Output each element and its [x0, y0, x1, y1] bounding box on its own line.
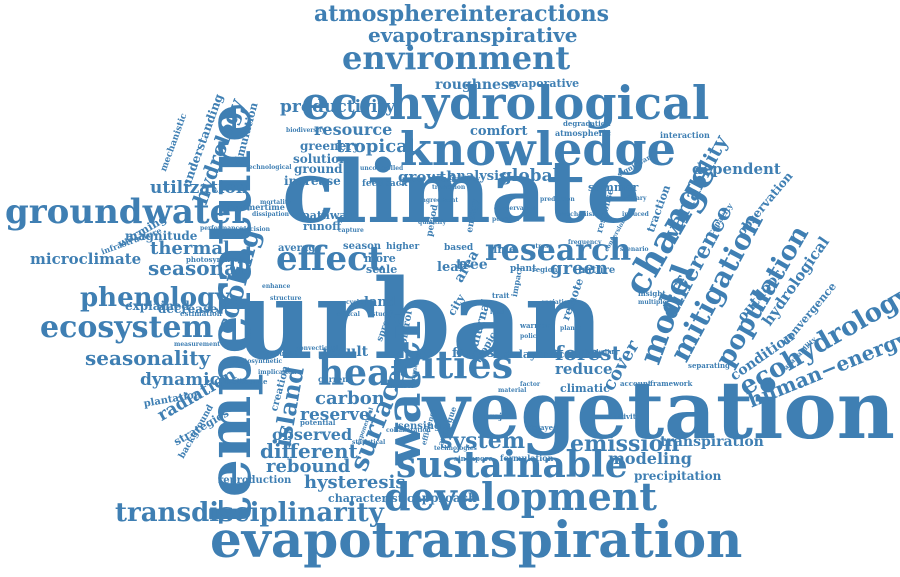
word-land: land: [364, 296, 396, 309]
word-decision: decision: [242, 227, 270, 233]
word-technological: technological: [246, 165, 292, 171]
word-utilization: utilization: [150, 180, 248, 197]
word-performance: performance: [200, 226, 243, 232]
word-region: region: [532, 266, 557, 273]
word-prediction: prediction: [540, 197, 575, 203]
word-atmospheric: atmospheric: [555, 129, 611, 137]
word-seasonality: seasonality: [85, 348, 210, 368]
word-mechanism: mechanism: [560, 212, 598, 218]
word-increase: increase: [284, 175, 341, 187]
word-scale: scale: [366, 264, 397, 275]
word-account: account: [620, 380, 651, 387]
word-observed: observed: [272, 427, 352, 443]
word-average: average: [278, 244, 322, 254]
word-cycle: cycle: [346, 300, 363, 306]
word-conservation: conservation: [494, 206, 537, 212]
word-structure: structure: [270, 296, 301, 302]
word-sensitivity: sensitivity: [600, 413, 640, 420]
word-vulnerability: vulnerability: [430, 175, 480, 182]
word-frequency: frequency: [568, 240, 601, 246]
word-induced: induced: [622, 212, 649, 218]
word-variation: variation: [542, 300, 572, 306]
word-degradation: degradation: [563, 120, 611, 127]
word-separating: separating: [688, 362, 730, 369]
word-enhance: enhance: [262, 284, 290, 290]
word-measurement: measurement: [174, 342, 220, 348]
word-quantify: quantify: [418, 220, 446, 226]
word-drought: drought: [266, 350, 298, 357]
word-stress: stress: [532, 244, 552, 250]
word-higher: higher: [386, 243, 419, 252]
word-service: service: [528, 349, 571, 360]
word-transpiration: transpiration: [660, 435, 764, 449]
word-characteristic: characteristic: [328, 493, 414, 504]
word-number: number: [388, 384, 414, 390]
word-singapore: singapore: [454, 455, 493, 462]
word-lead: lead: [490, 310, 504, 316]
word-greenery: greenery: [300, 140, 360, 152]
word-uncontrolled: uncontrolled: [360, 166, 403, 172]
word-material: material: [498, 388, 526, 394]
word-approach: approach: [414, 492, 477, 504]
word-transition: transition: [432, 185, 465, 191]
word-estimation: estimation: [180, 310, 222, 317]
word-delayed: delayed: [528, 424, 558, 431]
word-atmosphereinteractions: atmosphereinteractions: [314, 3, 609, 25]
word-project: project: [484, 412, 516, 420]
word-technologies: technologies: [434, 446, 477, 452]
word-implication: implication: [258, 370, 296, 376]
word-including: including: [586, 350, 618, 356]
word-precipitation: precipitation: [634, 470, 721, 482]
word-formulation: formulation: [500, 454, 553, 462]
word-scenario: scenario: [620, 247, 649, 253]
word-capture: capture: [338, 228, 364, 234]
word-modeling: modeling: [608, 451, 692, 467]
word-trait: trait: [492, 292, 509, 299]
word-reproduction: reproduction: [218, 476, 291, 486]
word-productivity: productivity: [280, 99, 395, 116]
word-runoff: runoff: [303, 221, 341, 232]
word-nature: nature: [578, 266, 615, 276]
word-multiple: multiple: [638, 300, 666, 306]
word-climatic: climatic: [560, 383, 610, 394]
word-comfort: comfort: [470, 125, 527, 138]
word-dissipation: dissipation: [252, 212, 289, 218]
word-insight: insight: [638, 290, 666, 297]
word-policy: policy: [520, 334, 540, 340]
word-photosynthesis: photosynthesis: [186, 256, 245, 263]
word-time: time: [488, 244, 516, 255]
word-mechanistic: mechanistic: [160, 112, 189, 173]
word-evapotranspirative: evapotranspirative: [368, 25, 577, 45]
word-factor: factor: [520, 382, 540, 388]
word-interaction: interaction: [660, 131, 710, 139]
word-dependent: dependent: [692, 162, 781, 177]
word-hysteresis: hysteresis: [304, 474, 406, 492]
word-feedback: feedback: [362, 180, 407, 189]
word-convectional: convectional: [296, 346, 339, 352]
word-warmer: warmer: [520, 322, 550, 329]
word-potential: potential: [300, 419, 335, 426]
word-photosynthetic: photosynthetic: [232, 359, 282, 365]
word-primary: primary: [620, 196, 647, 202]
word-microclimate: microclimate: [30, 252, 141, 267]
word-critical: critical: [336, 312, 360, 318]
word-season: season: [343, 242, 381, 252]
word-evaporative: evaporative: [508, 78, 579, 89]
word-global: global: [500, 168, 559, 185]
word-mortality: mortality: [260, 200, 291, 206]
word-roughness: roughness: [435, 78, 517, 92]
word-melbourne: melbourne: [225, 378, 267, 385]
word-current: current: [318, 375, 352, 383]
word-planet: planet: [560, 326, 581, 332]
word-biodiversity: biodiversity: [286, 128, 325, 134]
word-agreement: agreement: [422, 198, 458, 204]
word-possible: possible: [492, 217, 520, 223]
word-framework: framework: [650, 380, 692, 387]
word-study: study: [372, 312, 390, 318]
